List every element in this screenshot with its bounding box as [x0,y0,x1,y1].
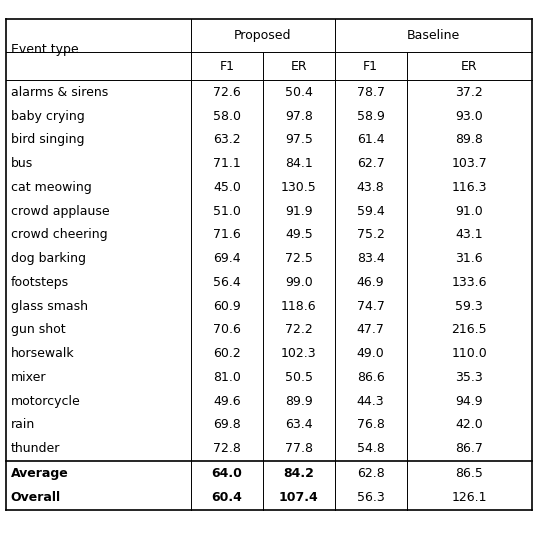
Text: 81.0: 81.0 [213,371,241,384]
Text: 76.8: 76.8 [357,418,385,431]
Text: 45.0: 45.0 [213,181,241,194]
Text: 78.7: 78.7 [357,86,385,99]
Text: 43.8: 43.8 [357,181,385,194]
Text: rain: rain [11,418,35,431]
Text: 91.0: 91.0 [455,205,483,218]
Text: Overall: Overall [11,491,61,504]
Text: 47.7: 47.7 [357,323,385,336]
Text: 50.5: 50.5 [285,371,313,384]
Text: 42.0: 42.0 [455,418,483,431]
Text: Event type: Event type [11,43,79,56]
Text: 93.0: 93.0 [455,110,483,123]
Text: baby crying: baby crying [11,110,84,123]
Text: 49.5: 49.5 [285,228,313,241]
Text: 50.4: 50.4 [285,86,313,99]
Text: 46.9: 46.9 [357,276,385,289]
Text: 64.0: 64.0 [211,467,243,480]
Text: 91.9: 91.9 [285,205,313,218]
Text: ER: ER [291,60,307,73]
Text: 72.8: 72.8 [213,442,241,455]
Text: 99.0: 99.0 [285,276,313,289]
Text: 102.3: 102.3 [281,347,317,360]
Text: 72.6: 72.6 [213,86,241,99]
Text: 43.1: 43.1 [455,228,483,241]
Text: ER: ER [461,60,477,73]
Text: 107.4: 107.4 [279,491,318,504]
Text: 49.6: 49.6 [213,395,241,408]
Text: 62.8: 62.8 [357,467,385,480]
Text: 116.3: 116.3 [451,181,487,194]
Text: 54.8: 54.8 [357,442,385,455]
Text: Baseline: Baseline [407,29,459,42]
Text: 72.5: 72.5 [285,252,313,265]
Text: 56.3: 56.3 [357,491,385,504]
Text: 77.8: 77.8 [285,442,313,455]
Text: 89.9: 89.9 [285,395,313,408]
Text: 31.6: 31.6 [455,252,483,265]
Text: motorcycle: motorcycle [11,395,81,408]
Text: cat meowing: cat meowing [11,181,91,194]
Text: 97.8: 97.8 [285,110,313,123]
Text: 49.0: 49.0 [357,347,385,360]
Text: bus: bus [11,157,33,170]
Text: 58.9: 58.9 [357,110,385,123]
Text: bird singing: bird singing [11,133,84,146]
Text: 62.7: 62.7 [357,157,385,170]
Text: horsewalk: horsewalk [11,347,74,360]
Text: 59.4: 59.4 [357,205,385,218]
Text: F1: F1 [363,60,378,73]
Text: 35.3: 35.3 [455,371,483,384]
Text: glass smash: glass smash [11,300,88,313]
Text: 56.4: 56.4 [213,276,241,289]
Text: 51.0: 51.0 [213,205,241,218]
Text: 59.3: 59.3 [455,300,483,313]
Text: 84.1: 84.1 [285,157,313,170]
Text: alarms & sirens: alarms & sirens [11,86,108,99]
Text: 94.9: 94.9 [455,395,483,408]
Text: 83.4: 83.4 [357,252,385,265]
Text: 75.2: 75.2 [357,228,385,241]
Text: mixer: mixer [11,371,46,384]
Text: 69.8: 69.8 [213,418,241,431]
Text: 216.5: 216.5 [451,323,487,336]
Text: 74.7: 74.7 [357,300,385,313]
Text: 63.2: 63.2 [213,133,241,146]
Text: 103.7: 103.7 [451,157,487,170]
Text: 72.2: 72.2 [285,323,313,336]
Text: Proposed: Proposed [234,29,292,42]
Text: 71.6: 71.6 [213,228,241,241]
Text: 86.6: 86.6 [357,371,385,384]
Text: footsteps: footsteps [11,276,69,289]
Text: 118.6: 118.6 [281,300,317,313]
Text: Average: Average [11,467,68,480]
Text: crowd applause: crowd applause [11,205,109,218]
Text: 89.8: 89.8 [455,133,483,146]
Text: 130.5: 130.5 [281,181,317,194]
Text: 97.5: 97.5 [285,133,313,146]
Text: 37.2: 37.2 [455,86,483,99]
Text: gun shot: gun shot [11,323,66,336]
Text: 60.2: 60.2 [213,347,241,360]
Text: 58.0: 58.0 [213,110,241,123]
Text: 71.1: 71.1 [213,157,241,170]
Text: 84.2: 84.2 [284,467,314,480]
Text: crowd cheering: crowd cheering [11,228,108,241]
Text: F1: F1 [220,60,235,73]
Text: 44.3: 44.3 [357,395,385,408]
Text: 69.4: 69.4 [213,252,241,265]
Text: 110.0: 110.0 [451,347,487,360]
Text: 60.9: 60.9 [213,300,241,313]
Text: 133.6: 133.6 [451,276,487,289]
Text: 63.4: 63.4 [285,418,313,431]
Text: 126.1: 126.1 [451,491,487,504]
Text: 61.4: 61.4 [357,133,385,146]
Text: 70.6: 70.6 [213,323,241,336]
Text: 86.7: 86.7 [455,442,483,455]
Text: dog barking: dog barking [11,252,86,265]
Text: 60.4: 60.4 [211,491,243,504]
Text: thunder: thunder [11,442,60,455]
Text: 86.5: 86.5 [455,467,483,480]
